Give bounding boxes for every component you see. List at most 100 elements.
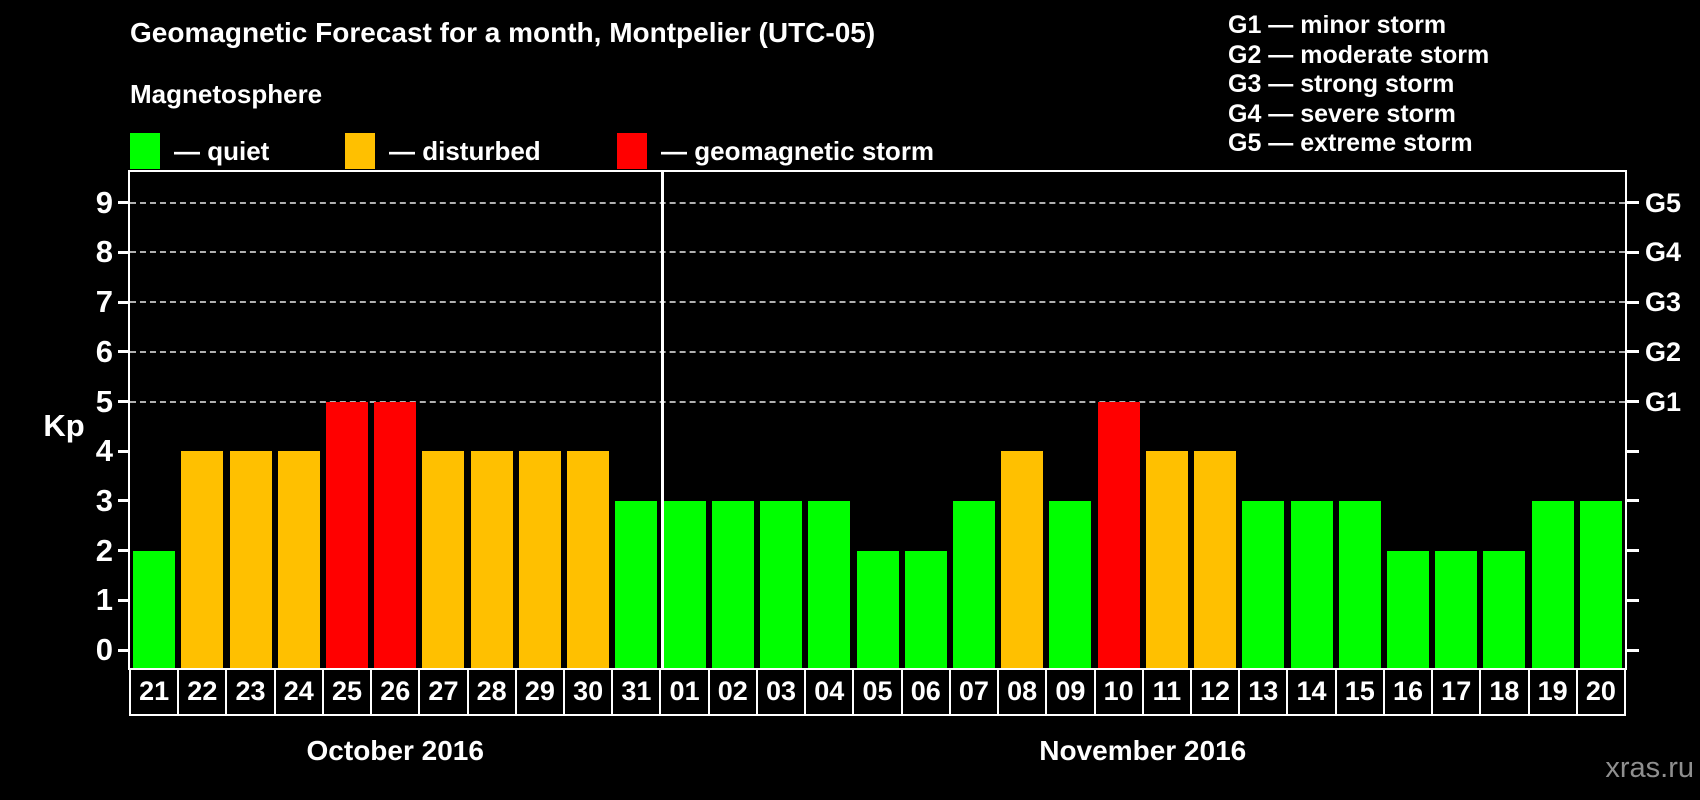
y-axis-tick: [118, 598, 130, 602]
kp-bar: [422, 451, 465, 668]
kp-bar: [567, 451, 610, 668]
kp-bar: [1338, 500, 1381, 668]
g-axis-tick: [1627, 400, 1639, 403]
g-scale-line: G2 — moderate storm: [1228, 40, 1490, 69]
g-scale-line: G3 — strong storm: [1228, 70, 1455, 99]
page-title: Geomagnetic Forecast for a month, Montpe…: [130, 17, 876, 48]
y-axis-tick: [118, 648, 130, 652]
kp-bar: [1194, 451, 1237, 668]
day-label-cell: 07: [948, 668, 1000, 716]
kp-bar: [518, 451, 561, 668]
kp-bar: [1290, 500, 1333, 668]
day-label-cell: 12: [1189, 668, 1241, 716]
g-axis-tick: [1627, 648, 1639, 652]
legend-item: — disturbed: [345, 132, 541, 170]
day-label-cell: 19: [1527, 668, 1578, 716]
watermark: xras.ru: [1605, 752, 1694, 784]
g-scale-legend: G1 — minor storm G2 — moderate storm G3 — …: [1228, 11, 1489, 159]
y-axis-tick: [118, 300, 130, 304]
gridline-kp9: [130, 201, 1625, 204]
y-axis-tick: [118, 549, 130, 553]
g-axis-tick-label: G2: [1645, 336, 1682, 367]
gridline-kp7: [130, 301, 1625, 304]
day-label-cell: 10: [1093, 668, 1144, 716]
day-label-cell: 09: [1045, 668, 1096, 716]
day-label-cell: 04: [804, 668, 855, 716]
day-label-cell: 16: [1382, 668, 1434, 716]
magnetosphere-subtitle: Magnetosphere: [130, 79, 323, 109]
g-scale-line: G5 — extreme storm: [1228, 129, 1473, 158]
kp-bar: [1579, 500, 1622, 668]
kp-bar: [1049, 500, 1092, 668]
kp-bar: [181, 451, 224, 668]
legend-label: — quiet: [174, 135, 270, 166]
day-label-cell: 11: [1141, 668, 1192, 716]
kp-bar: [133, 550, 176, 668]
y-axis-tick-label: 5: [95, 383, 113, 419]
kp-bar: [1531, 500, 1574, 668]
g-axis-tick-label: G3: [1645, 287, 1682, 318]
day-label-cell: 01: [659, 668, 710, 716]
kp-bar: [1001, 451, 1044, 668]
day-label-cell: 31: [611, 668, 662, 716]
day-label-cell: 21: [129, 668, 180, 716]
y-axis-tick: [118, 201, 130, 205]
y-axis-tick-label: 2: [95, 532, 113, 568]
g-scale-line: G4 — severe storm: [1228, 99, 1456, 128]
kp-bar: [1386, 550, 1429, 668]
gridline-kp6: [130, 350, 1625, 353]
g-axis-tick: [1627, 300, 1639, 304]
month-label: October 2016: [306, 735, 484, 766]
g-axis-tick: [1627, 499, 1639, 503]
y-axis-tick: [118, 499, 130, 503]
day-label-cell: 30: [563, 668, 614, 716]
y-axis-tick-label: 9: [95, 184, 113, 220]
g-axis-tick-label: G5: [1645, 187, 1682, 218]
day-label-cell: 25: [321, 668, 373, 716]
plot-area: [128, 170, 1627, 670]
g-axis-tick: [1627, 549, 1639, 553]
kp-bar: [808, 500, 851, 668]
g-scale-line: G1 — minor storm: [1228, 11, 1447, 39]
kp-bar: [952, 500, 995, 668]
day-label-cell: 05: [852, 668, 903, 716]
g-axis-tick-label: G4: [1645, 237, 1682, 268]
y-axis-tick-label: 0: [95, 632, 113, 667]
month-label: November 2016: [1039, 735, 1247, 766]
day-label-cell: 26: [370, 668, 421, 716]
day-label-cell: 17: [1431, 668, 1482, 716]
day-label-cell: 15: [1334, 668, 1385, 716]
kp-bar: [760, 500, 803, 668]
y-axis-tick: [118, 449, 130, 453]
day-label-cell: 23: [225, 668, 276, 716]
day-label-cell: 03: [755, 668, 807, 716]
g-axis-tick: [1627, 250, 1639, 254]
day-label-cell: 29: [514, 668, 566, 716]
g-axis-tick: [1627, 449, 1639, 453]
kp-bar: [1097, 401, 1140, 668]
day-label-cell: 14: [1286, 668, 1337, 716]
quiet-swatch: [130, 133, 160, 169]
y-axis-tick-label: 1: [95, 582, 113, 618]
day-label-cell: 08: [997, 668, 1048, 716]
legend-item: — quiet: [130, 132, 269, 170]
g-axis-tick: [1627, 598, 1639, 602]
kp-bar: [1483, 550, 1526, 668]
kp-bar: [1145, 451, 1188, 668]
y-axis-tick-label: 3: [95, 482, 113, 518]
kp-bar: [1242, 500, 1285, 668]
day-label-cell: 27: [418, 668, 469, 716]
kp-bar: [856, 550, 899, 668]
day-label-cell: 06: [900, 668, 951, 716]
kp-bar: [229, 451, 272, 668]
day-label-cell: 13: [1238, 668, 1289, 716]
kp-bar: [904, 550, 947, 668]
storm-swatch: [617, 133, 647, 169]
kp-bar: [277, 451, 320, 668]
kp-bar: [711, 500, 754, 668]
legend-label: — disturbed: [389, 135, 541, 166]
month-separator-line: [661, 172, 665, 668]
g-axis-tick: [1627, 350, 1639, 354]
kp-bar: [1435, 550, 1478, 668]
day-label-cell: 20: [1575, 668, 1626, 716]
